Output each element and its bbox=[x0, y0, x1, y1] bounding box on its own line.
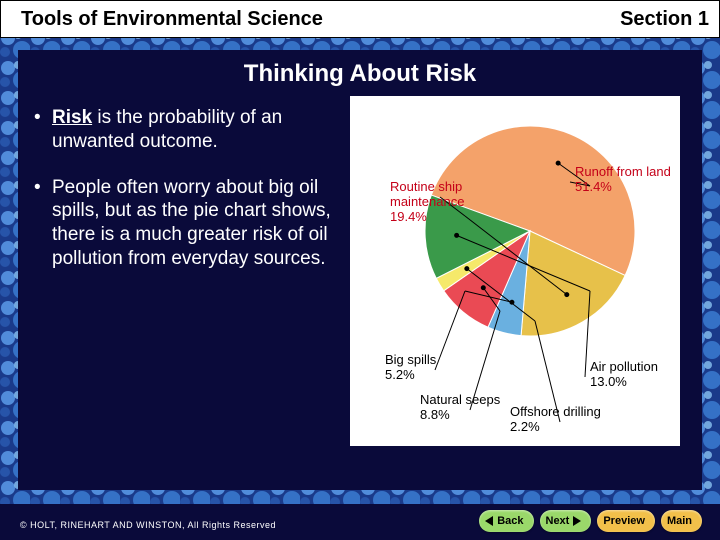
content-area: Thinking About Risk Risk is the probabil… bbox=[30, 54, 690, 480]
next-button[interactable]: Next bbox=[540, 510, 592, 532]
copyright-text: © HOLT, RINEHART AND WINSTON, All Rights… bbox=[20, 520, 276, 530]
bullet-list: Risk is the probability of an unwanted o… bbox=[30, 106, 350, 293]
nav-label: Preview bbox=[603, 515, 645, 527]
nav-label: Next bbox=[546, 515, 570, 527]
pie-chart: Runoff from land51.4%Routine shipmainten… bbox=[350, 96, 680, 446]
nav-label: Back bbox=[497, 515, 523, 527]
nav-buttons: Back Next Preview Main bbox=[479, 510, 702, 532]
pie-chart-area: Runoff from land51.4%Routine shipmainten… bbox=[360, 106, 690, 293]
bullet-item: People often worry about big oil spills,… bbox=[30, 176, 350, 271]
bullet-bold: Risk bbox=[52, 107, 92, 128]
back-button[interactable]: Back bbox=[479, 510, 533, 532]
bullet-text: People often worry about big oil spills,… bbox=[52, 177, 331, 269]
chevron-right-icon bbox=[573, 516, 581, 526]
preview-button[interactable]: Preview bbox=[597, 510, 655, 532]
nav-label: Main bbox=[667, 515, 692, 527]
slide-title: Thinking About Risk bbox=[30, 60, 690, 88]
header-section: Section 1 bbox=[620, 8, 709, 31]
footer: © HOLT, RINEHART AND WINSTON, All Rights… bbox=[0, 500, 720, 540]
chevron-left-icon bbox=[485, 516, 493, 526]
slide: Tools of Environmental Science Section 1… bbox=[0, 0, 720, 540]
header-title: Tools of Environmental Science bbox=[21, 8, 323, 31]
main-button[interactable]: Main bbox=[661, 510, 702, 532]
header-bar: Tools of Environmental Science Section 1 bbox=[0, 0, 720, 38]
body-area: Risk is the probability of an unwanted o… bbox=[30, 106, 690, 293]
bullet-item: Risk is the probability of an unwanted o… bbox=[30, 106, 350, 154]
